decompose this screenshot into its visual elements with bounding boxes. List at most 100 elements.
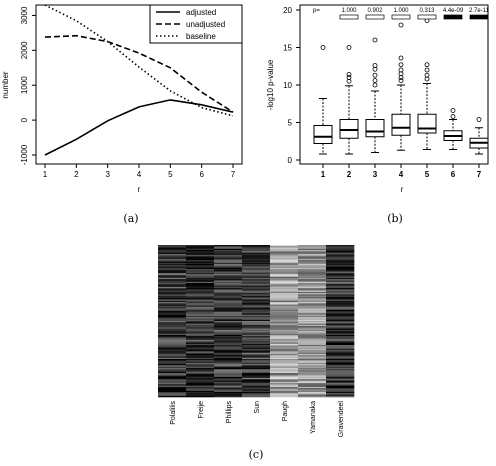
- heatmap-cell: [158, 313, 187, 315]
- heatmap-cell: [270, 267, 299, 270]
- heatmap-cell: [186, 270, 215, 272]
- heatmap-cell: [186, 251, 215, 253]
- heatmap-cell: [270, 270, 299, 272]
- heatmap-cell: [326, 370, 355, 372]
- heatmap-cell: [158, 246, 187, 248]
- heatmap-cell: [242, 265, 271, 267]
- heatmap-cell: [326, 253, 355, 256]
- heatmap-cell: [270, 341, 299, 343]
- heatmap-cell: [186, 351, 215, 353]
- heatmap-cell: [242, 394, 271, 397]
- heatmap-cell: [186, 290, 215, 293]
- heatmap-cell: [214, 304, 243, 307]
- heatmap-cell: [186, 264, 215, 266]
- heatmap-cell: [242, 307, 271, 309]
- heatmap-cell: [270, 290, 299, 293]
- heatmap-cell: [326, 295, 355, 298]
- heatmap-cell: [214, 370, 243, 372]
- heatmap-cell: [326, 280, 355, 283]
- box-outlier: [424, 67, 430, 73]
- heatmap-cell: [214, 342, 243, 345]
- heatmap-cell: [242, 352, 271, 355]
- p-value-label: 0.902: [367, 8, 383, 14]
- heatmap-cell: [270, 369, 299, 371]
- heatmap-cell: [242, 286, 271, 289]
- heatmap-cell: [270, 312, 299, 314]
- heatmap-cell: [242, 353, 271, 356]
- heatmap-cell: [298, 355, 327, 357]
- x-tick-label: 4: [399, 170, 404, 179]
- heatmap-cell: [270, 279, 299, 281]
- heatmap-cell: [242, 269, 271, 271]
- heatmap-cell: [242, 288, 271, 290]
- p-value-label: 0.313: [419, 8, 435, 14]
- heatmap-column-label: Paugh: [282, 401, 289, 421]
- heatmap-cell: [186, 378, 215, 380]
- heatmap-cell: [214, 386, 243, 389]
- heatmap-cell: [298, 308, 327, 310]
- heatmap-cell: [270, 269, 299, 271]
- heatmap-cell: [326, 270, 355, 272]
- heatmap-column-label: Polalilis: [170, 401, 177, 425]
- heatmap-cell: [158, 293, 187, 295]
- heatmap-cell: [186, 371, 215, 374]
- heatmap-cell: [326, 346, 355, 348]
- heatmap-cell: [270, 385, 299, 388]
- heatmap-cell: [242, 380, 271, 383]
- heatmap-cell: [214, 362, 243, 365]
- heatmap-cell: [242, 264, 271, 266]
- heatmap-cell: [270, 245, 299, 247]
- heatmap-cell: [270, 257, 299, 260]
- heatmap-cell: [326, 262, 355, 265]
- heatmap-cell: [242, 337, 271, 340]
- panel-a-caption: (a): [123, 212, 138, 225]
- heatmap-cell: [298, 302, 327, 304]
- heatmap-cell: [326, 313, 355, 315]
- heatmap-cell: [186, 340, 215, 342]
- heatmap-cell: [270, 315, 299, 318]
- heatmap-cell: [270, 391, 299, 394]
- heatmap-cell: [158, 276, 187, 279]
- heatmap-cell: [270, 342, 299, 345]
- heatmap-cell: [158, 277, 187, 280]
- heatmap-cell: [214, 352, 243, 355]
- heatmap-cell: [214, 274, 243, 276]
- heatmap-cell: [186, 300, 215, 303]
- heatmap-cell: [326, 355, 355, 357]
- heatmap-cell: [326, 246, 355, 248]
- heatmap-cell: [326, 286, 355, 289]
- heatmap-cell: [298, 343, 327, 346]
- heatmap-cell: [326, 303, 355, 305]
- heatmap-cell: [158, 253, 187, 256]
- heatmap-cell: [270, 395, 299, 398]
- heatmap-cell: [242, 298, 271, 300]
- heatmap-cell: [242, 345, 271, 347]
- heatmap-cell: [214, 324, 243, 327]
- heatmap-cell: [214, 371, 243, 374]
- heatmap-cell: [186, 342, 215, 345]
- heatmap-cell: [242, 324, 271, 327]
- panel-a-y-ticks: -1000 0 1000 2000 3000: [20, 6, 36, 165]
- heatmap-cell: [158, 321, 187, 323]
- heatmap-cell: [186, 356, 215, 359]
- heatmap-cell: [326, 248, 355, 251]
- heatmap-cell: [270, 258, 299, 261]
- heatmap-cell: [158, 391, 187, 394]
- heatmap-cell: [326, 347, 355, 350]
- heatmap-cell: [326, 391, 355, 394]
- heatmap-cell: [158, 270, 187, 272]
- heatmap-cell: [242, 302, 271, 304]
- heatmap-cell: [214, 393, 243, 395]
- heatmap-cell: [214, 300, 243, 303]
- heatmap-cell: [214, 270, 243, 272]
- heatmap-cell: [326, 345, 355, 347]
- heatmap-cell: [214, 302, 243, 304]
- heatmap-cell: [158, 257, 187, 260]
- heatmap-cell: [158, 369, 187, 371]
- series-line-adjusted: [44, 99, 234, 156]
- heatmap-cell: [242, 350, 271, 352]
- heatmap-cell: [186, 338, 215, 341]
- heatmap-cell: [270, 253, 299, 256]
- heatmap-cell: [158, 323, 187, 326]
- heatmap-cell: [214, 314, 243, 317]
